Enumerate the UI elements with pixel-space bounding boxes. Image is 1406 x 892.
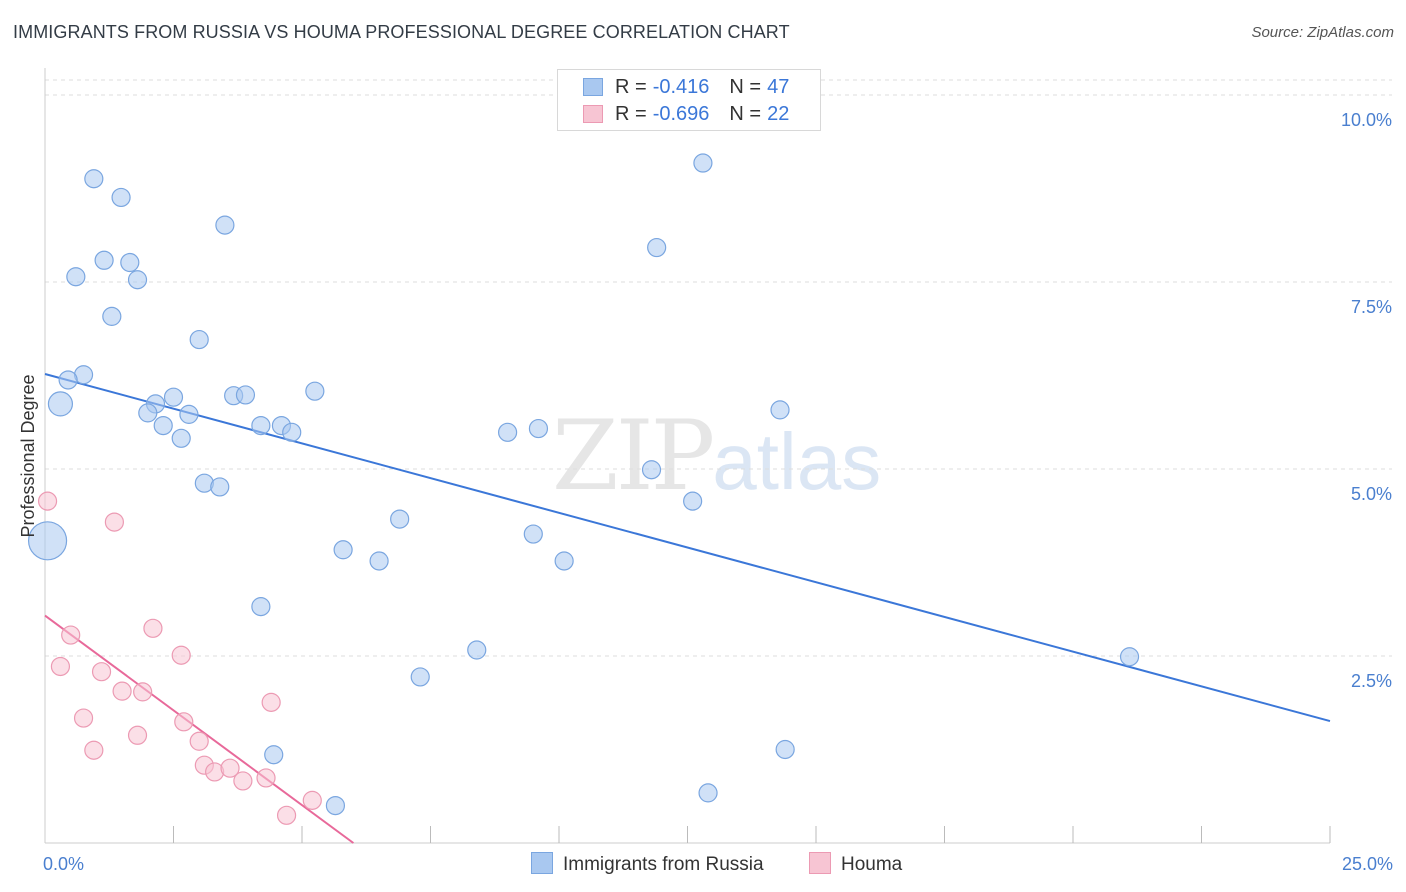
houma-point	[233, 771, 253, 791]
bottom-legend-label-houma: Houma	[841, 854, 903, 875]
source-label: Source: ZipAtlas.com	[1251, 24, 1394, 41]
axes	[44, 68, 1331, 844]
legend-r-value: -0.416	[652, 76, 710, 98]
russia-point	[215, 215, 235, 235]
bottom-legend-houma: Houma	[809, 852, 902, 876]
russia-point	[47, 391, 74, 417]
russia-point	[698, 783, 718, 803]
russia-point	[264, 745, 284, 765]
y-tick-label: 2.5%	[1351, 671, 1392, 691]
houma-point	[112, 681, 132, 701]
houma-point	[37, 491, 58, 511]
russia-point	[770, 400, 790, 420]
russia-point	[647, 237, 667, 258]
russia-point	[210, 477, 230, 497]
bottom-legend-label-russia: Immigrants from Russia	[563, 854, 764, 875]
houma-point	[133, 682, 153, 702]
gridlines	[45, 79, 1392, 657]
russia-point	[94, 250, 114, 270]
russia-point	[333, 540, 353, 560]
russia-point	[171, 428, 191, 448]
russia-point	[775, 739, 795, 760]
watermark-atlas: atlas	[712, 417, 882, 506]
russia-point	[1119, 647, 1140, 667]
houma-point	[104, 512, 124, 532]
houma-point	[220, 758, 240, 778]
legend-swatch-houma	[583, 105, 603, 123]
houma-point	[127, 725, 148, 745]
russia-point	[163, 387, 184, 407]
legend-n-value: 22	[767, 103, 790, 125]
houma-point	[256, 768, 276, 788]
legend-n-label: N =	[729, 76, 762, 98]
houma-point	[61, 625, 81, 645]
y-tick-label: 7.5%	[1351, 297, 1392, 317]
correlation-legend: R = -0.416 N = 47 R = -0.696 N = 22	[557, 69, 821, 131]
houma-point	[143, 618, 163, 638]
houma-point	[261, 692, 281, 712]
russia-point	[305, 381, 325, 401]
houma-point	[174, 712, 194, 732]
legend-n-label: N =	[729, 103, 762, 125]
russia-point	[251, 415, 271, 436]
legend-n-value: 47	[767, 76, 790, 98]
russia-trend-line	[44, 373, 1331, 723]
russia-point	[683, 491, 703, 511]
legend-r-label: R =	[615, 103, 647, 125]
russia-point	[127, 270, 148, 290]
russia-point	[693, 153, 713, 173]
russia-point	[84, 169, 104, 189]
legend-row-russia: R = -0.416 N = 47	[583, 76, 789, 100]
russia-point	[189, 329, 209, 350]
russia-point	[641, 460, 662, 480]
bottom-legend-swatch-houma	[809, 852, 831, 874]
russia-point	[58, 370, 78, 390]
y-axis-title: Professional Degree	[18, 374, 38, 537]
russia-point	[390, 509, 410, 529]
bottom-legend-russia: Immigrants from Russia	[531, 852, 764, 876]
houma-point	[73, 708, 94, 728]
russia-point	[528, 418, 549, 439]
russia-point	[235, 385, 256, 405]
houma-point	[84, 740, 104, 760]
russia-point	[102, 306, 122, 326]
russia-point	[138, 403, 158, 423]
y-tick-label: 5.0%	[1351, 484, 1392, 504]
houma-point	[302, 790, 322, 810]
x-tick-label: 0.0%	[43, 854, 84, 874]
russia-point	[153, 415, 173, 436]
russia-point	[251, 597, 271, 617]
russia-point	[523, 524, 543, 544]
houma-point	[171, 645, 191, 665]
russia-point	[120, 252, 140, 273]
russia-point	[410, 667, 430, 687]
russia-point	[111, 187, 131, 208]
legend-r-label: R =	[615, 76, 647, 98]
x-tick-label: 25.0%	[1342, 854, 1393, 874]
legend-row-houma: R = -0.696 N = 22	[583, 103, 789, 127]
russia-point	[66, 267, 86, 287]
russia-point	[325, 795, 346, 816]
russia-point	[179, 404, 199, 424]
tick-labels: 2.5% 5.0% 7.5% 10.0% 0.0% 25.0%	[43, 110, 1393, 874]
chart-title: IMMIGRANTS FROM RUSSIA VS HOUMA PROFESSI…	[13, 22, 790, 42]
houma-point	[276, 805, 297, 825]
houma-trend-line	[44, 614, 354, 844]
legend-r-value: -0.696	[652, 103, 710, 125]
houma-point	[91, 662, 112, 682]
data-points	[27, 153, 1140, 825]
russia-point	[282, 422, 302, 442]
y-tick-label: 10.0%	[1341, 110, 1392, 130]
russia-point	[27, 521, 68, 561]
russia-point	[369, 551, 389, 571]
bottom-legend-swatch-russia	[531, 852, 553, 874]
houma-point	[50, 656, 71, 677]
russia-point	[467, 640, 487, 660]
russia-point	[498, 422, 518, 442]
russia-point	[554, 551, 574, 571]
houma-point	[189, 731, 209, 751]
legend-swatch-russia	[583, 78, 603, 96]
